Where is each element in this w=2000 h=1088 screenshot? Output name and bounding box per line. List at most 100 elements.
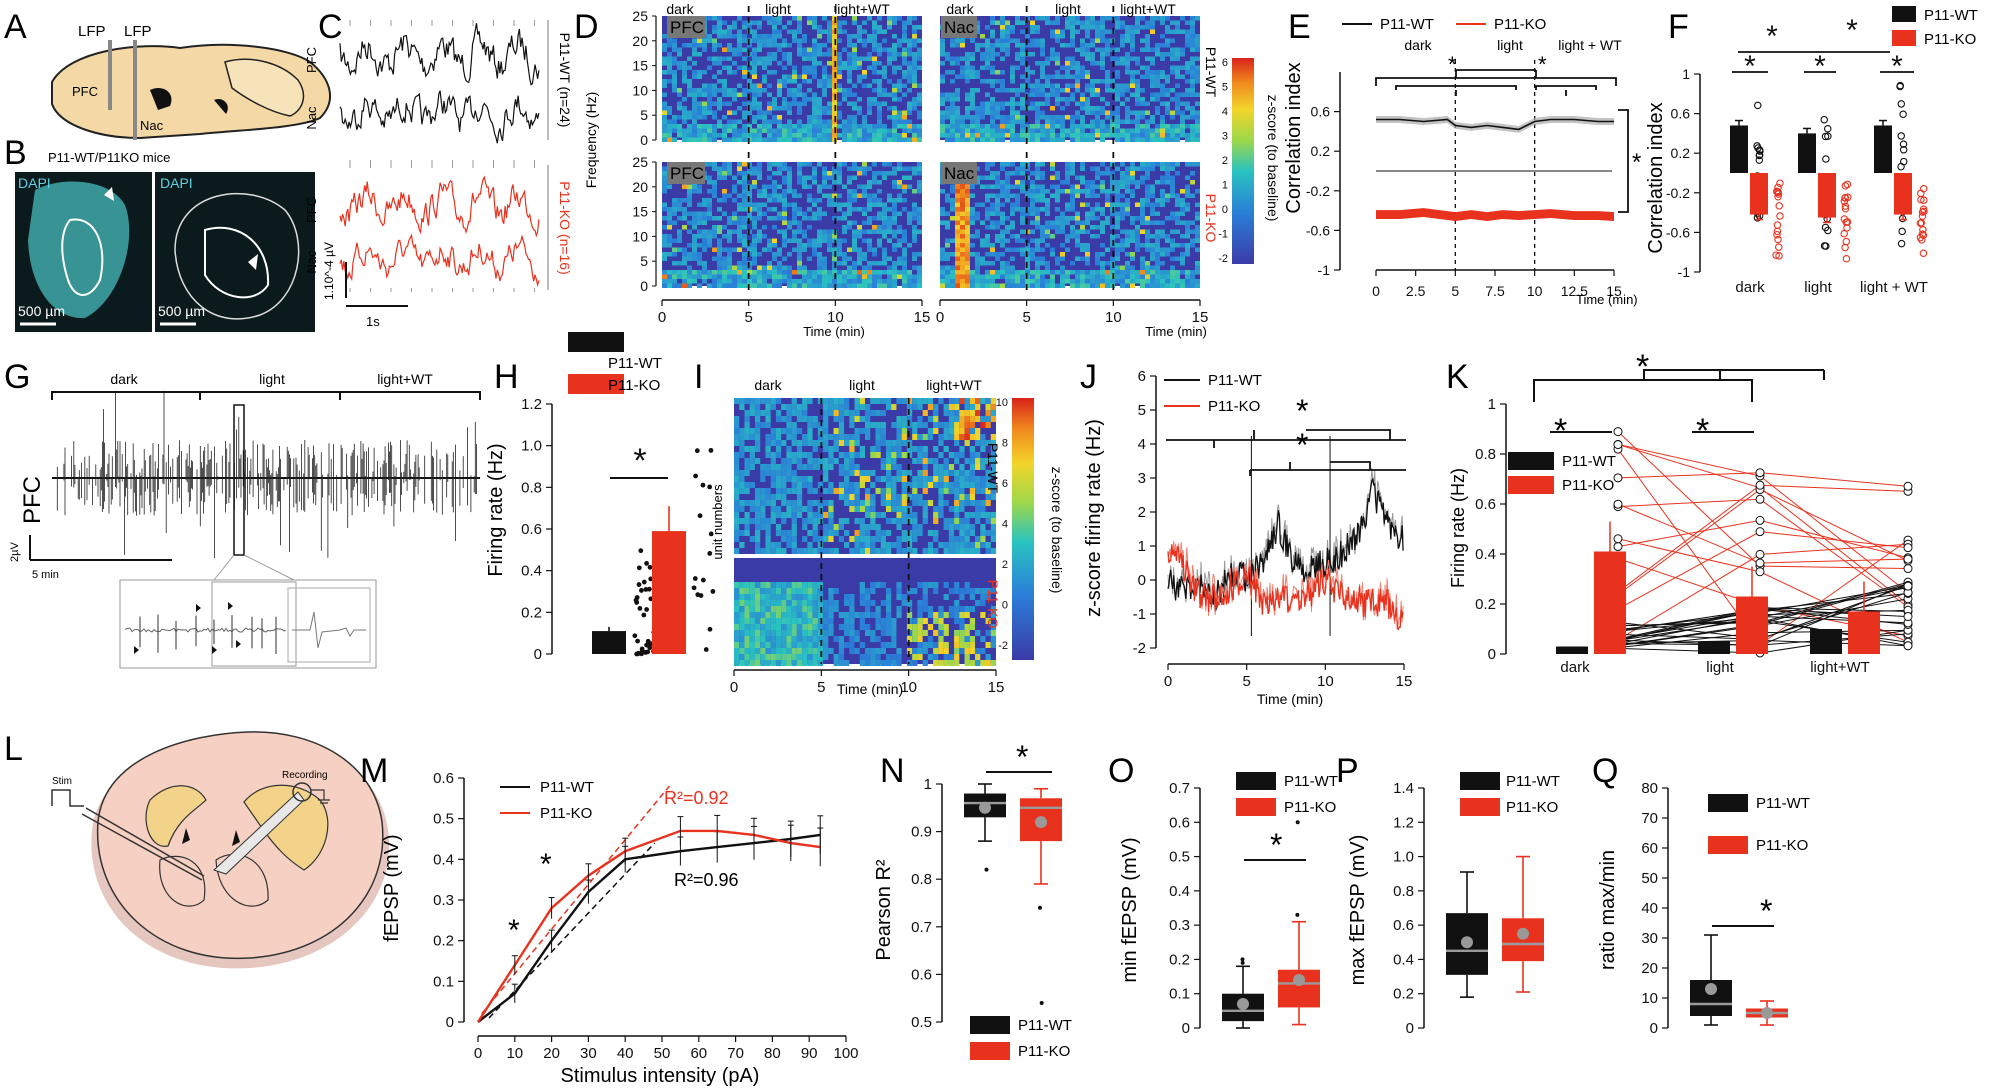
heatmap-cell [980,34,985,39]
heatmap-cell [1130,274,1135,279]
heatmap-cell [777,119,782,124]
heatmap-cell [727,279,732,284]
heatmap-cell [877,171,882,176]
y-tick-label: 20 [632,33,648,49]
heatmap-cell [877,225,882,230]
heatmap-cell [765,416,771,422]
heatmap-cell [1050,279,1055,284]
panel-letter: E [1288,8,1311,46]
heatmap-cell [752,65,757,70]
heatmap-cell [837,238,842,243]
heatmap-cell [995,101,1000,106]
heatmap-cell [781,428,787,434]
heatmap-cell [796,612,803,618]
heatmap-cell [902,189,907,194]
heatmap-cell [754,494,761,500]
heatmap-cell [792,88,797,93]
heatmap-cell [1105,38,1110,43]
heatmap-cell [707,124,712,129]
heatmap-cell [823,624,829,630]
heatmap-cell [702,92,707,97]
heatmap-cell [712,189,717,194]
heatmap-cell [787,184,792,189]
heatmap-cell [672,61,677,66]
heatmap-cell [777,61,782,66]
heatmap-cell [828,464,834,470]
heatmap-cell [1110,211,1115,216]
heatmap-cell [1195,65,1200,70]
heatmap-cell [1170,52,1175,57]
heatmap-cell [877,110,882,115]
heatmap-cell [955,110,960,115]
heatmap-cell [802,548,808,554]
heatmap-cell [842,283,847,288]
heatmap-cell [1050,128,1055,133]
heatmap-cell [1190,16,1195,21]
heatmap-cell [1125,88,1130,93]
heatmap-cell [749,506,755,512]
heatmap-cell [742,261,747,266]
heatmap-cell [672,43,677,48]
heatmap-cell [867,216,872,221]
heatmap-cell [812,464,818,470]
heatmap-cell [775,398,782,404]
heatmap-cell [1020,101,1025,106]
heatmap-cell [717,29,722,34]
heatmap-cell [1125,128,1130,133]
heatmap-cell [1035,29,1040,34]
heatmap-cell [797,166,802,171]
heatmap-cell [812,52,817,57]
heatmap-cell [1080,115,1085,120]
heatmap-cell [1175,47,1180,52]
heatmap-cell [1085,34,1090,39]
heatmap-cell [1090,16,1095,21]
heatmap-cell [1075,124,1080,129]
dapi-label: DAPI [160,175,193,191]
heatmap-cell [692,52,697,57]
heatmap-cell [877,283,882,288]
heatmap-cell [1070,270,1075,275]
heatmap-cell [980,52,985,57]
heatmap-cell [1095,119,1100,124]
heatmap-cell [838,636,845,642]
heatmap-cell [1055,92,1060,97]
heatmap-cell [767,207,772,212]
heatmap-cell [832,88,837,93]
heatmap-cell [802,630,808,636]
heatmap-cell [838,482,845,488]
heatmap-cell [812,274,817,279]
heatmap-cell [749,464,755,470]
heatmap-cell [737,43,742,48]
heatmap-cell [786,446,792,452]
heatmap-cell [882,279,887,284]
heatmap-cell [1120,193,1125,198]
heatmap-cell [965,115,970,120]
heatmap-cell [697,88,702,93]
heatmap-cell [965,189,970,194]
heatmap-cell [742,252,747,257]
heatmap-cell [1160,20,1165,25]
heatmap-cell [975,20,980,25]
heatmap-cell [1165,88,1170,93]
heatmap-cell [744,422,750,428]
heatmap-cell [752,225,757,230]
heatmap-cell [892,83,897,88]
heatmap-cell [955,252,960,257]
heatmap-cell [752,243,757,248]
heatmap-cell [742,128,747,133]
heatmap-cell [985,279,990,284]
heatmap-cell [1165,29,1170,34]
heatmap-cell [990,34,995,39]
heatmap-cell [797,20,802,25]
heatmap-cell [1195,189,1200,194]
heatmap-cell [1010,101,1015,106]
heatmap-cell [1030,198,1035,203]
heatmap-cell [717,79,722,84]
heatmap-cell [990,70,995,75]
heatmap-cell [1155,110,1160,115]
heatmap-cell [1135,79,1140,84]
heatmap-cell [1045,207,1050,212]
heatmap-cell [1030,238,1035,243]
heatmap-cell [867,184,872,189]
heatmap-cell [697,137,702,142]
